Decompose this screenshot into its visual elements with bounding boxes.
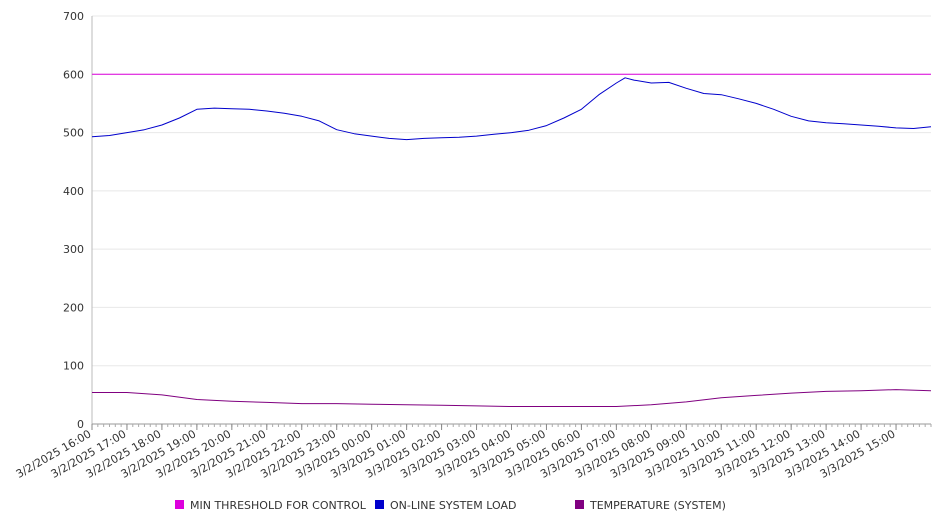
series-line-2 bbox=[92, 389, 932, 407]
legend-label: ON-LINE SYSTEM LOAD bbox=[390, 499, 516, 512]
y-tick-label: 200 bbox=[63, 301, 84, 314]
y-tick-label: 400 bbox=[63, 185, 84, 198]
legend: MIN THRESHOLD FOR CONTROL ON-LINE SYSTEM … bbox=[175, 499, 726, 512]
series-line-1 bbox=[91, 77, 932, 141]
legend-label: MIN THRESHOLD FOR CONTROL bbox=[190, 499, 367, 512]
y-tick-label: 300 bbox=[63, 243, 84, 256]
legend-swatch bbox=[175, 500, 184, 509]
x-axis: 3/2/2025 16:003/2/2025 17:003/2/2025 18:… bbox=[14, 423, 932, 481]
y-tick-label: 500 bbox=[63, 127, 84, 140]
y-tick-label: 100 bbox=[63, 360, 84, 373]
y-tick-label: 600 bbox=[63, 68, 84, 81]
y-tick-label: 700 bbox=[63, 10, 84, 23]
legend-swatch bbox=[375, 500, 384, 509]
y-tick-label: 0 bbox=[77, 418, 84, 431]
legend-label: TEMPERATURE (SYSTEM) bbox=[589, 499, 726, 512]
series-lines bbox=[91, 73, 932, 407]
grid-lines bbox=[92, 15, 931, 367]
legend-swatch bbox=[575, 500, 584, 509]
y-axis: 0 100 200 300 400 500 600 700 bbox=[63, 10, 93, 431]
